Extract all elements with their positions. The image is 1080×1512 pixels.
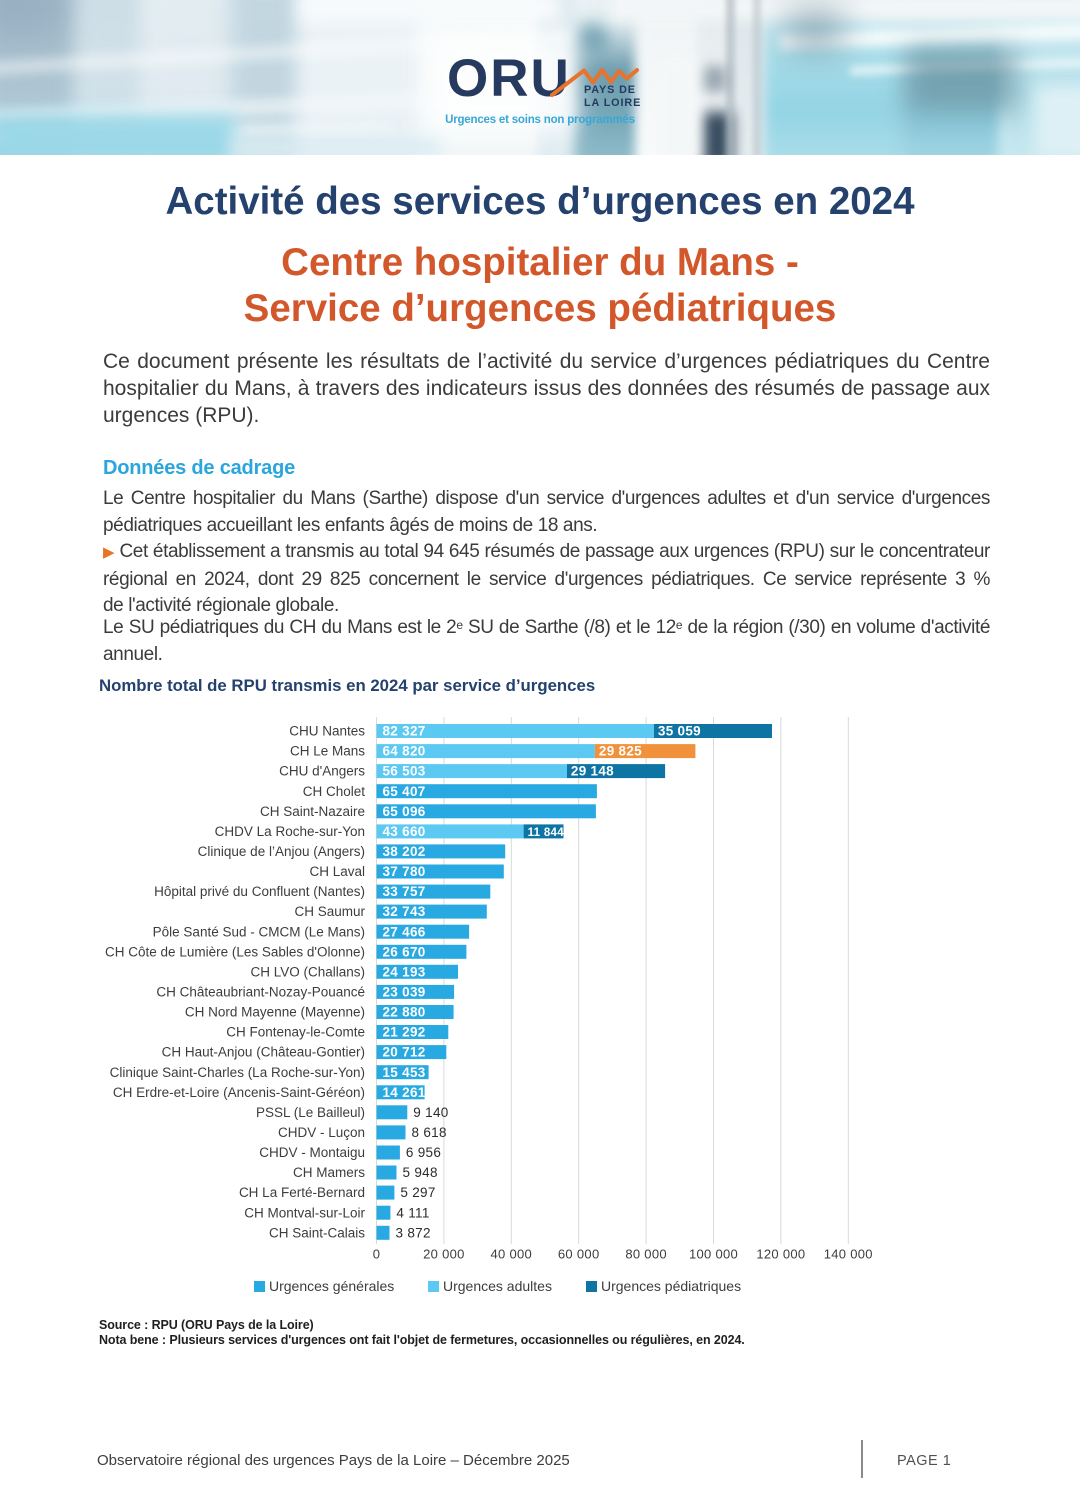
svg-text:CH Saint-Calais: CH Saint-Calais (269, 1225, 365, 1240)
svg-text:Urgences générales: Urgences générales (269, 1278, 394, 1294)
svg-text:37 780: 37 780 (383, 864, 426, 879)
svg-text:65 407: 65 407 (383, 784, 426, 799)
svg-text:CH Côte de Lumière (Les Sables: CH Côte de Lumière (Les Sables d'Olonne) (105, 944, 365, 959)
svg-text:CH LVO (Challans): CH LVO (Challans) (250, 964, 365, 979)
svg-text:CH Châteaubriant-Nozay-Pouancé: CH Châteaubriant-Nozay-Pouancé (156, 985, 365, 1000)
svg-text:64 820: 64 820 (383, 744, 426, 759)
svg-text:4 111: 4 111 (396, 1205, 429, 1220)
svg-text:CH Cholet: CH Cholet (303, 784, 366, 799)
svg-text:20 712: 20 712 (383, 1045, 426, 1060)
svg-text:Hôpital privé du Confluent (Na: Hôpital privé du Confluent (Nantes) (154, 884, 365, 899)
svg-text:5 948: 5 948 (403, 1165, 438, 1180)
svg-text:CH Laval: CH Laval (309, 864, 365, 879)
svg-text:Clinique Saint-Charles (La Roc: Clinique Saint-Charles (La Roche-sur-Yon… (110, 1065, 365, 1080)
svg-text:80 000: 80 000 (625, 1247, 667, 1262)
svg-text:35 059: 35 059 (658, 724, 701, 739)
svg-text:CH Erdre-et-Loire (Ancenis-Sai: CH Erdre-et-Loire (Ancenis-Saint-Géréon) (113, 1085, 365, 1100)
svg-text:43 660: 43 660 (383, 824, 426, 839)
svg-text:120 000: 120 000 (756, 1247, 805, 1262)
svg-text:Urgences pédiatriques: Urgences pédiatriques (601, 1278, 741, 1294)
svg-text:26 670: 26 670 (383, 944, 426, 959)
svg-text:100 000: 100 000 (689, 1247, 738, 1262)
svg-text:CH La Ferté-Bernard: CH La Ferté-Bernard (239, 1185, 365, 1200)
svg-text:82 327: 82 327 (383, 724, 426, 739)
svg-text:CH Mamers: CH Mamers (293, 1165, 365, 1180)
svg-text:CHU Nantes: CHU Nantes (289, 724, 365, 739)
svg-text:65 096: 65 096 (383, 804, 426, 819)
svg-text:CH Saumur: CH Saumur (294, 904, 365, 919)
svg-text:29 148: 29 148 (571, 764, 614, 779)
svg-text:14 261: 14 261 (383, 1085, 426, 1100)
svg-text:60 000: 60 000 (558, 1247, 600, 1262)
svg-text:29 825: 29 825 (599, 744, 642, 759)
svg-text:Pôle Santé Sud - CMCM (Le Mans: Pôle Santé Sud - CMCM (Le Mans) (153, 924, 365, 939)
svg-text:CH Nord Mayenne (Mayenne): CH Nord Mayenne (Mayenne) (185, 1005, 365, 1020)
svg-text:3 872: 3 872 (396, 1225, 431, 1240)
svg-text:32 743: 32 743 (383, 904, 426, 919)
svg-text:Urgences adultes: Urgences adultes (443, 1278, 552, 1294)
svg-text:CHDV - Montaigu: CHDV - Montaigu (259, 1145, 365, 1160)
svg-text:Clinique de l’Anjou (Angers): Clinique de l’Anjou (Angers) (198, 844, 365, 859)
svg-text:27 466: 27 466 (383, 924, 426, 939)
svg-text:20 000: 20 000 (423, 1247, 465, 1262)
svg-text:15 453: 15 453 (383, 1065, 426, 1080)
svg-text:CH Saint-Nazaire: CH Saint-Nazaire (260, 804, 365, 819)
svg-text:PSSL (Le Bailleul): PSSL (Le Bailleul) (256, 1105, 365, 1120)
svg-text:33 757: 33 757 (383, 884, 426, 899)
svg-text:40 000: 40 000 (491, 1247, 533, 1262)
svg-text:CH Montval-sur-Loir: CH Montval-sur-Loir (244, 1205, 365, 1220)
svg-text:6 956: 6 956 (406, 1145, 441, 1160)
svg-text:CHDV La Roche-sur-Yon: CHDV La Roche-sur-Yon (215, 824, 365, 839)
svg-text:CH Fontenay-le-Comte: CH Fontenay-le-Comte (226, 1025, 365, 1040)
svg-text:CHU d'Angers: CHU d'Angers (279, 764, 365, 779)
svg-text:CH Haut-Anjou (Château-Gontier: CH Haut-Anjou (Château-Gontier) (162, 1045, 365, 1060)
svg-text:8 618: 8 618 (412, 1125, 447, 1140)
svg-text:22 880: 22 880 (383, 1005, 426, 1020)
svg-text:0: 0 (373, 1247, 381, 1262)
svg-text:21 292: 21 292 (383, 1025, 426, 1040)
svg-text:56 503: 56 503 (383, 764, 426, 779)
svg-text:CHDV - Luçon: CHDV - Luçon (278, 1125, 365, 1140)
svg-text:140 000: 140 000 (824, 1247, 873, 1262)
svg-text:11 844: 11 844 (528, 827, 565, 839)
svg-text:9 140: 9 140 (413, 1105, 448, 1120)
svg-text:24 193: 24 193 (383, 964, 426, 979)
svg-text:38 202: 38 202 (383, 844, 426, 859)
svg-text:23 039: 23 039 (383, 985, 426, 1000)
svg-text:CH Le Mans: CH Le Mans (290, 744, 365, 759)
svg-text:5 297: 5 297 (400, 1185, 435, 1200)
